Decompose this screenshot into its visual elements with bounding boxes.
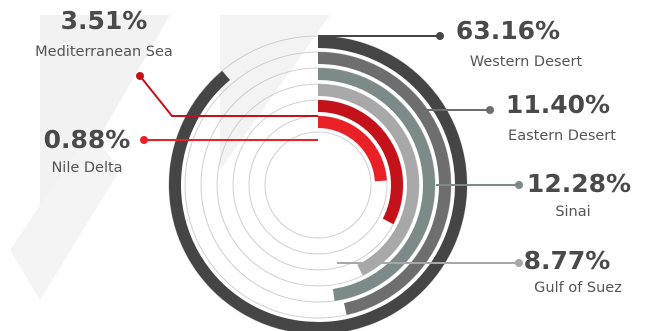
pct-eastern-desert: 11.40%	[506, 90, 610, 119]
label-mediterranean-sea: Mediterranean Sea	[35, 44, 173, 60]
bar-sinai	[317, 68, 436, 301]
data-labels: 63.16% Western Desert 11.40% Eastern Des…	[35, 6, 631, 296]
leader-western-desert	[318, 32, 444, 40]
leader-gulf-of-suez	[337, 259, 523, 267]
label-nile-delta: Nile Delta	[51, 160, 122, 176]
bar-mediterranean-sea	[317, 100, 403, 225]
bar-nile-delta	[317, 116, 387, 182]
label-sinai: Sinai	[555, 204, 590, 220]
pct-nile-delta: 0.88%	[44, 125, 131, 154]
bar-eastern-desert	[317, 52, 451, 315]
leader-eastern-desert	[421, 106, 494, 114]
leader-sinai	[436, 181, 523, 189]
pct-western-desert: 63.16%	[456, 16, 560, 45]
radial-bars	[169, 36, 467, 331]
label-western-desert: Western Desert	[470, 54, 583, 70]
leader-lines	[136, 32, 523, 267]
guide-ring	[232, 99, 404, 271]
pct-gulf-of-suez: 8.77%	[524, 246, 611, 275]
label-eastern-desert: Eastern Desert	[508, 128, 616, 144]
pct-sinai: 12.28%	[527, 169, 631, 198]
pct-mediterranean-sea: 3.51%	[61, 6, 148, 35]
bar-gulf-of-suez	[317, 84, 419, 276]
leader-mediterranean-sea	[136, 72, 318, 117]
label-gulf-of-suez: Gulf of Suez	[534, 280, 622, 296]
bar-western-desert	[169, 36, 467, 331]
leader-nile-delta	[140, 136, 318, 144]
guide-ring	[264, 131, 372, 239]
